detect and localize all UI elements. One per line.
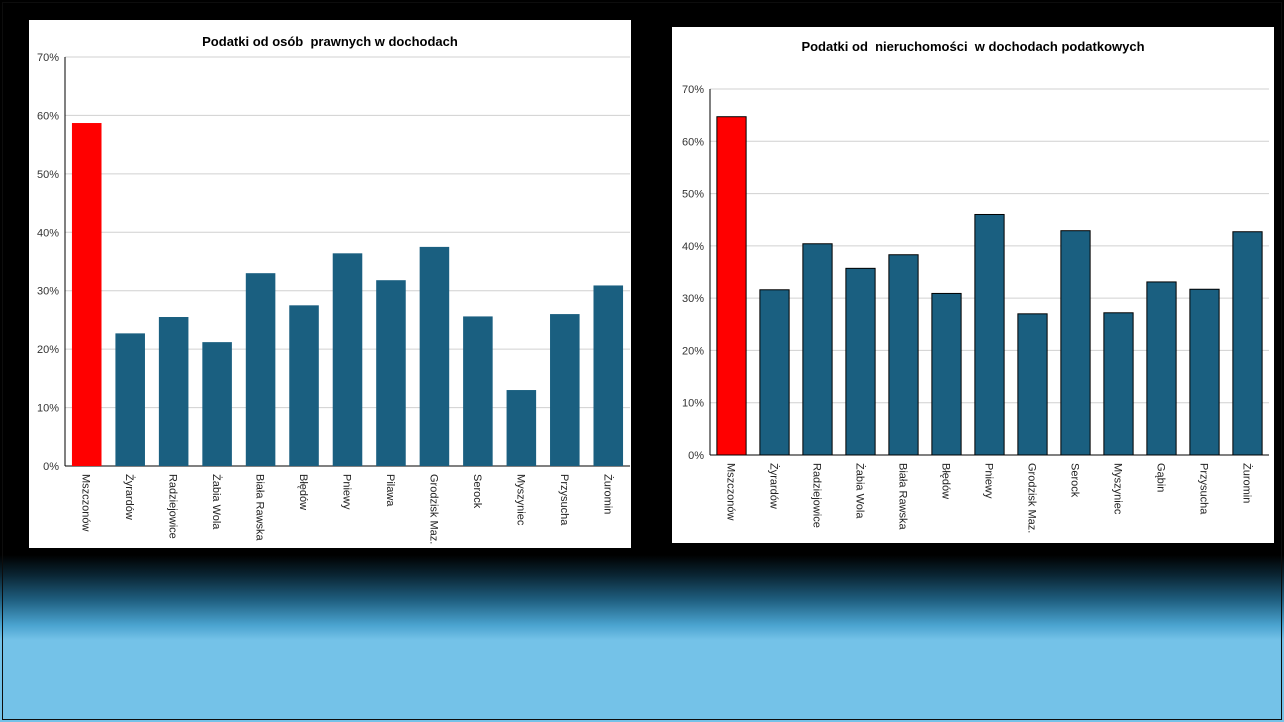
left-x-tick-label: Mszczonów bbox=[80, 474, 92, 532]
right-y-tick-label: 70% bbox=[682, 84, 704, 96]
left-x-tick-label: Żabia Wola bbox=[210, 474, 223, 530]
left-bar bbox=[158, 317, 189, 466]
left-y-tick-label: 70% bbox=[37, 52, 59, 64]
left-x-tick-label: Pilawa bbox=[384, 474, 396, 507]
right-x-tick-label: Mszczonów bbox=[725, 463, 737, 521]
right-bar bbox=[974, 213, 1005, 456]
right-y-tick-label: 0% bbox=[688, 450, 704, 462]
right-bar bbox=[1189, 288, 1220, 456]
right-x-tick-label: Serock bbox=[1069, 463, 1081, 498]
right-x-tick-label: Myszyniec bbox=[1112, 463, 1124, 515]
left-bar bbox=[202, 342, 232, 466]
chart-panel-left: Podatki od osób prawnych w dochodach 0% 1… bbox=[29, 20, 631, 548]
right-bar bbox=[716, 116, 747, 456]
left-y-tick-label: 30% bbox=[37, 286, 59, 298]
left-y-tick-label: 20% bbox=[37, 344, 59, 356]
right-x-tick-label: Grodzisk Maz. bbox=[1026, 463, 1038, 533]
chart-title-left: Podatki od osób prawnych w dochodach bbox=[202, 34, 458, 49]
left-bar bbox=[376, 280, 406, 466]
right-bar bbox=[1060, 230, 1091, 456]
right-bar bbox=[845, 267, 876, 456]
left-bar bbox=[289, 305, 319, 466]
right-x-tick-label: Żabia Wola bbox=[854, 463, 867, 519]
right-x-tick-label: Żyrardów bbox=[768, 463, 781, 509]
left-x-tick-label: Myszyniec bbox=[514, 474, 526, 526]
left-x-tick-label: Grodzisk Maz. bbox=[427, 474, 439, 544]
left-bar bbox=[419, 246, 450, 466]
left-bar bbox=[463, 316, 493, 466]
right-y-tick-label: 50% bbox=[682, 189, 704, 201]
right-x-tick-label: Radziejowice bbox=[811, 463, 823, 528]
right-bar bbox=[1017, 313, 1048, 456]
bar-chart-left: 0% 10% 20% 30% 40% 50% 60% 70% Mszczonów Żyrardów… bbox=[37, 52, 630, 544]
left-x-tick-label: Żyrardów bbox=[123, 474, 136, 520]
left-y-tick-label: 60% bbox=[37, 110, 59, 122]
right-y-tick-label: 20% bbox=[682, 345, 704, 357]
left-y-tick-label: 40% bbox=[37, 227, 59, 239]
right-y-tick-label: 40% bbox=[682, 241, 704, 253]
left-bar bbox=[245, 273, 276, 466]
chart-title-right: Podatki od nieruchomości w dochodach pod… bbox=[801, 39, 1145, 54]
left-x-tick-label: Żuromin bbox=[601, 474, 614, 514]
right-x-tick-label: Przysucha bbox=[1198, 463, 1210, 515]
right-x-tick-label: Żuromin bbox=[1241, 463, 1254, 503]
right-bar bbox=[1232, 231, 1263, 456]
left-bar bbox=[506, 390, 537, 466]
right-x-tick-label: Biała Rawska bbox=[897, 463, 909, 531]
right-x-tick-label: Gąbin bbox=[1155, 463, 1167, 492]
left-x-tick-label: Biała Rawska bbox=[254, 474, 266, 542]
right-y-tick-label: 10% bbox=[682, 398, 704, 410]
left-x-tick-label: Serock bbox=[471, 474, 483, 509]
left-y-tick-label: 0% bbox=[43, 461, 59, 473]
right-bar bbox=[888, 254, 919, 456]
left-bar bbox=[71, 123, 102, 466]
right-bar bbox=[759, 289, 790, 456]
left-bar bbox=[593, 285, 624, 466]
chart-panel-right: Podatki od nieruchomości w dochodach pod… bbox=[672, 27, 1274, 543]
right-y-tick-label: 60% bbox=[682, 136, 704, 148]
bar-chart-right: 0% 10% 20% 30% 40% 50% 60% 70% Mszczonów Żyrardów… bbox=[682, 84, 1269, 533]
left-bar bbox=[550, 314, 580, 466]
left-x-tick-label: Radziejowice bbox=[167, 474, 179, 539]
left-x-tick-label: Pniewy bbox=[341, 474, 353, 510]
right-x-tick-label: Pniewy bbox=[983, 463, 995, 499]
left-x-tick-label: Błędów bbox=[297, 474, 309, 510]
left-bar bbox=[115, 333, 145, 466]
right-bar bbox=[931, 292, 962, 456]
right-bar bbox=[802, 243, 833, 456]
left-y-tick-label: 50% bbox=[37, 169, 59, 181]
right-bar bbox=[1146, 281, 1177, 456]
left-y-tick-label: 10% bbox=[37, 403, 59, 415]
right-bar bbox=[1103, 312, 1134, 456]
right-y-tick-label: 30% bbox=[682, 293, 704, 305]
right-x-tick-label: Błędów bbox=[940, 463, 952, 499]
left-x-tick-label: Przysucha bbox=[558, 474, 570, 526]
left-bar bbox=[332, 253, 363, 466]
